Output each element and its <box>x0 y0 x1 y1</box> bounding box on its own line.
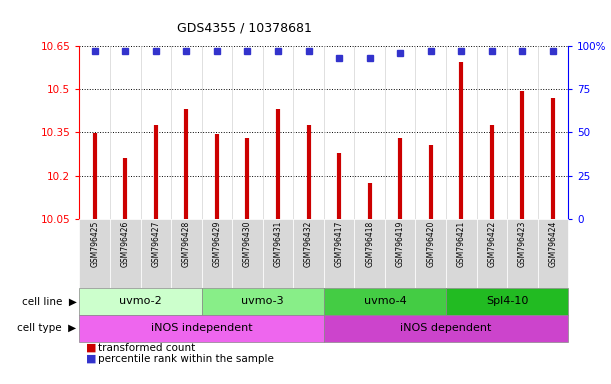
Bar <box>202 288 324 315</box>
Bar <box>263 219 293 288</box>
Bar <box>232 219 263 288</box>
Bar <box>79 219 110 288</box>
Bar <box>324 219 354 288</box>
Text: cell type  ▶: cell type ▶ <box>17 323 76 333</box>
Text: cell line  ▶: cell line ▶ <box>21 296 76 306</box>
Text: GSM796420: GSM796420 <box>426 221 435 267</box>
Bar <box>446 219 477 288</box>
Text: transformed count: transformed count <box>98 343 195 353</box>
Bar <box>141 219 171 288</box>
Text: GSM796422: GSM796422 <box>488 221 496 267</box>
Bar <box>202 219 232 288</box>
Text: ■: ■ <box>86 354 96 364</box>
Text: GSM796423: GSM796423 <box>518 221 527 267</box>
Text: percentile rank within the sample: percentile rank within the sample <box>98 354 274 364</box>
Bar <box>538 219 568 288</box>
Bar <box>79 288 202 315</box>
Text: GSM796432: GSM796432 <box>304 221 313 267</box>
Text: ■: ■ <box>86 343 96 353</box>
Text: uvmo-3: uvmo-3 <box>241 296 284 306</box>
Text: GSM796417: GSM796417 <box>335 221 343 267</box>
Bar <box>385 219 415 288</box>
Text: uvmo-2: uvmo-2 <box>119 296 162 306</box>
Bar <box>446 288 568 315</box>
Bar <box>79 315 324 342</box>
Text: GSM796421: GSM796421 <box>457 221 466 267</box>
Bar <box>477 219 507 288</box>
Bar <box>110 219 141 288</box>
Bar <box>507 219 538 288</box>
Text: GSM796419: GSM796419 <box>396 221 404 267</box>
Text: GSM796425: GSM796425 <box>90 221 99 267</box>
Text: GSM796418: GSM796418 <box>365 221 374 267</box>
Text: GDS4355 / 10378681: GDS4355 / 10378681 <box>177 22 312 35</box>
Text: Spl4-10: Spl4-10 <box>486 296 529 306</box>
Text: GSM796426: GSM796426 <box>121 221 130 267</box>
Bar <box>354 219 385 288</box>
Bar <box>324 315 568 342</box>
Text: iNOS dependent: iNOS dependent <box>400 323 492 333</box>
Bar <box>415 219 446 288</box>
Text: GSM796430: GSM796430 <box>243 221 252 267</box>
Text: GSM796428: GSM796428 <box>182 221 191 267</box>
Text: GSM796427: GSM796427 <box>152 221 160 267</box>
Bar <box>293 219 324 288</box>
Bar <box>171 219 202 288</box>
Text: uvmo-4: uvmo-4 <box>364 296 406 306</box>
Text: GSM796429: GSM796429 <box>213 221 221 267</box>
Text: GSM796431: GSM796431 <box>274 221 282 267</box>
Text: iNOS independent: iNOS independent <box>151 323 252 333</box>
Bar <box>324 288 446 315</box>
Text: GSM796424: GSM796424 <box>549 221 557 267</box>
